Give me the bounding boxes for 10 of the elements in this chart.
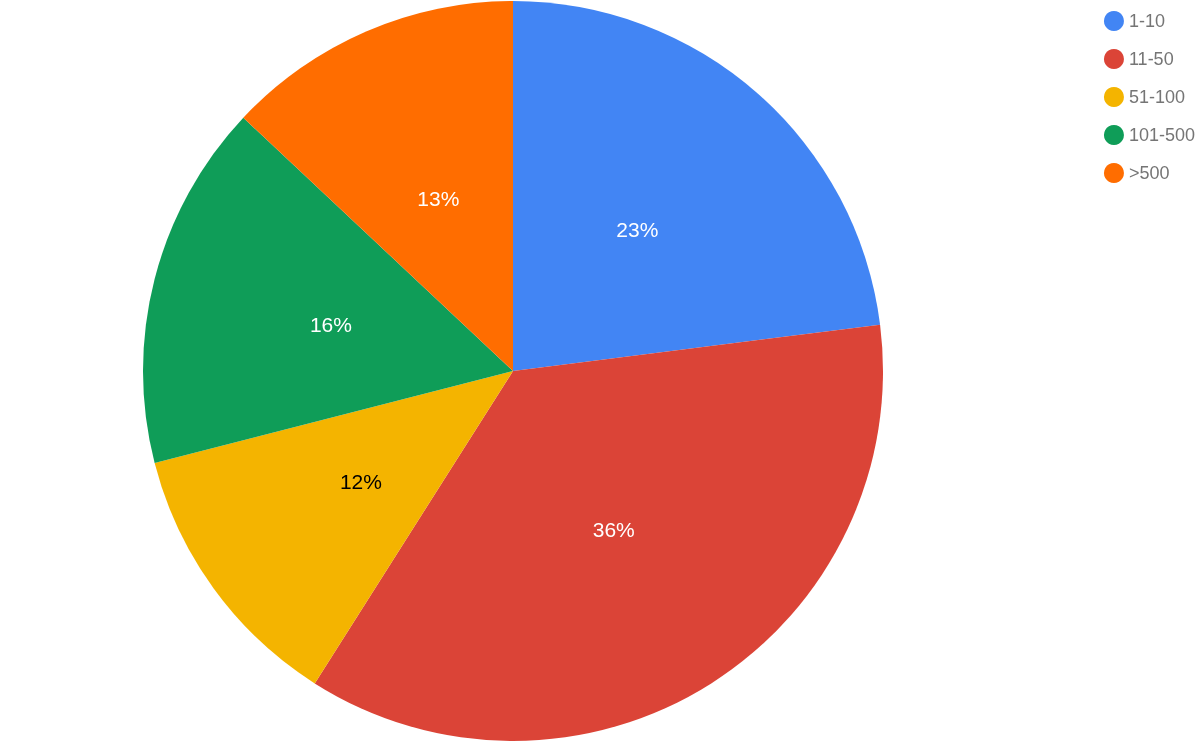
data-label: 23% — [616, 218, 659, 242]
legend-label: 101-500 — [1128, 125, 1195, 145]
legend-label: 51-100 — [1128, 87, 1185, 107]
legend-label: 1-10 — [1128, 11, 1165, 31]
data-label: 12% — [339, 470, 382, 493]
data-label: 13% — [417, 186, 460, 210]
data-label: 16% — [309, 312, 352, 336]
legend-label: >500 — [1128, 163, 1170, 183]
legend-label: 11-50 — [1128, 49, 1174, 69]
data-label: 36% — [592, 518, 635, 542]
